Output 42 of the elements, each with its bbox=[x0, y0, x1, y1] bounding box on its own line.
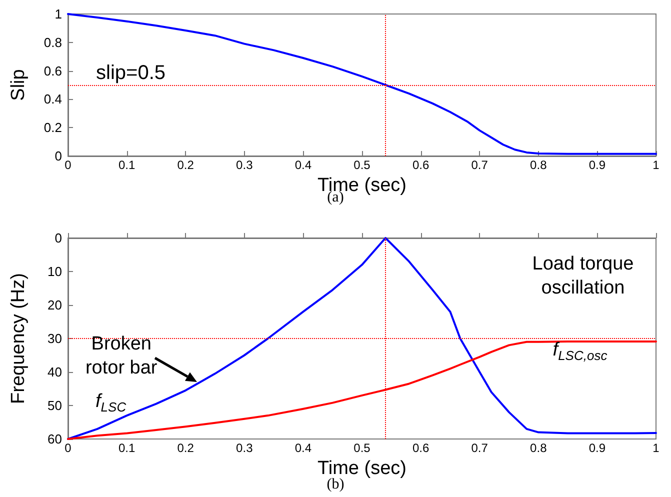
y-axis-title: Slip bbox=[8, 69, 29, 101]
x-tick-label: 0.6 bbox=[412, 441, 430, 455]
ref-line-label: slip=0.5 bbox=[96, 62, 166, 84]
y-tick-label: 0.4 bbox=[44, 92, 62, 107]
annotation: Load torque oscillation bbox=[532, 254, 634, 298]
x-tick-label: 0.8 bbox=[530, 441, 548, 455]
x-tick-label: 0 bbox=[64, 158, 72, 172]
x-tick-label: 0.5 bbox=[354, 441, 371, 455]
x-tick-label: 0.6 bbox=[412, 158, 430, 172]
y-axis-title: Frequency (Hz) bbox=[8, 273, 29, 404]
x-tick-label: 0.4 bbox=[294, 441, 312, 455]
x-tick-label: 0.2 bbox=[177, 441, 194, 455]
y-tick-label: 50 bbox=[48, 398, 62, 413]
y-tick-label: 10 bbox=[48, 264, 62, 279]
y-tick-label: 0.6 bbox=[44, 63, 62, 78]
y-tick-label: 30 bbox=[48, 331, 62, 346]
x-tick-label: 0 bbox=[64, 441, 72, 455]
annotation: Broken rotor bar bbox=[85, 334, 158, 379]
x-tick-label: 0.5 bbox=[354, 158, 371, 172]
y-tick-label: 40 bbox=[48, 364, 62, 380]
y-tick-label: 1 bbox=[54, 6, 62, 22]
y-tick-label: 0.2 bbox=[44, 120, 62, 136]
x-tick-label: 0.7 bbox=[471, 441, 488, 455]
x-tick-label: 0.3 bbox=[236, 158, 254, 172]
x-axis-title: Time (sec) bbox=[317, 458, 407, 479]
x-tick-label: 1 bbox=[652, 441, 660, 455]
x-tick-label: 0.3 bbox=[236, 441, 254, 455]
x-tick-label: 0.2 bbox=[177, 158, 194, 172]
x-tick-label: 0.8 bbox=[530, 158, 548, 172]
x-tick-label: 0.7 bbox=[471, 158, 488, 172]
text: (b) bbox=[326, 476, 344, 492]
y-tick-label: 20 bbox=[48, 298, 62, 312]
y-tick-label: 0 bbox=[54, 230, 62, 246]
x-tick-label: 0.9 bbox=[588, 158, 606, 172]
x-tick-label: 0.1 bbox=[118, 158, 136, 172]
line-series bbox=[67, 13, 657, 155]
x-tick-label: 0.1 bbox=[118, 441, 136, 455]
x-tick-label: 1 bbox=[652, 158, 660, 172]
x-tick-label: 0.4 bbox=[294, 158, 312, 172]
x-tick-label: 0.9 bbox=[588, 441, 606, 455]
y-tick-label: 60 bbox=[48, 432, 62, 446]
y-tick-label: 0.8 bbox=[44, 34, 62, 50]
